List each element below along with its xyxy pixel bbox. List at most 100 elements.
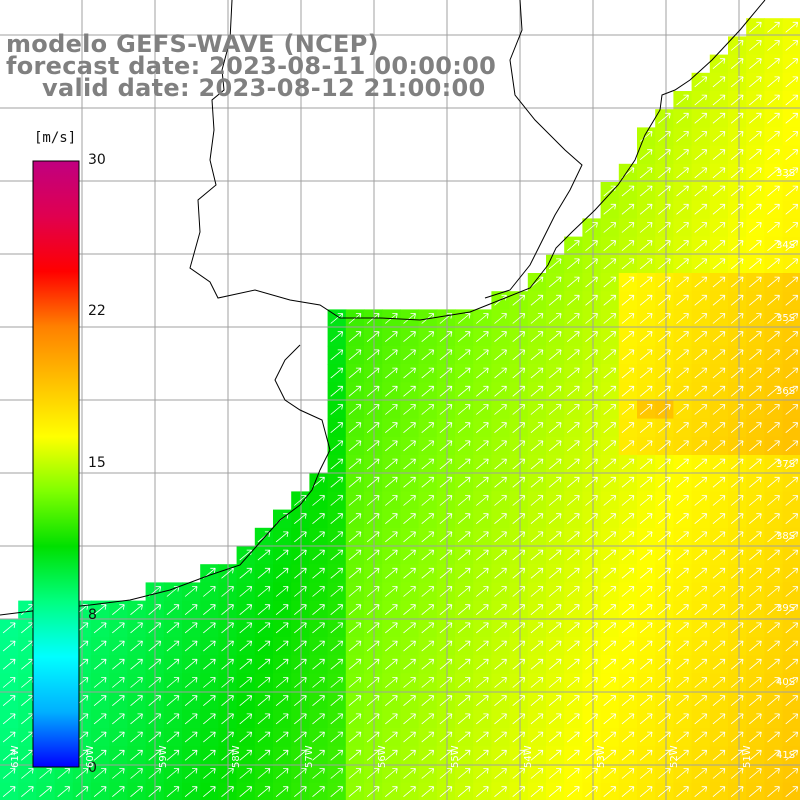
wind-arrow xyxy=(184,658,198,670)
wind-arrow xyxy=(730,276,744,288)
wind-arrow xyxy=(767,567,780,579)
wind-arrow xyxy=(184,731,198,743)
wind-arrow xyxy=(639,677,653,688)
wind-arrow xyxy=(767,586,780,597)
field-cell xyxy=(527,618,547,638)
wind-arrow xyxy=(439,768,453,779)
field-cell xyxy=(327,527,347,547)
wind-arrow xyxy=(676,94,689,106)
field-cell xyxy=(364,491,383,511)
wind-arrow xyxy=(585,713,598,725)
wind-arrow xyxy=(639,549,653,561)
field-cell xyxy=(327,491,347,511)
wind-arrow xyxy=(639,476,653,488)
field-cell xyxy=(582,455,602,474)
field-cell xyxy=(527,546,547,565)
field-cell xyxy=(655,291,674,310)
field-cell xyxy=(473,527,492,547)
wind-arrow xyxy=(658,149,671,161)
lat-label: 36S xyxy=(776,386,796,397)
field-cell xyxy=(728,418,747,438)
field-cell xyxy=(691,527,711,547)
wind-arrow xyxy=(694,731,708,743)
wind-arrow xyxy=(712,331,726,343)
wind-arrow xyxy=(494,349,507,361)
field-cell xyxy=(637,455,656,474)
wind-arrow xyxy=(785,658,799,670)
field-cell xyxy=(673,673,693,693)
field-cell xyxy=(709,91,729,110)
wind-arrow xyxy=(421,331,435,343)
wind-arrow xyxy=(712,167,726,179)
wind-arrow xyxy=(658,567,671,579)
wind-arrow xyxy=(676,677,689,688)
wind-arrow xyxy=(512,404,526,415)
wind-arrow xyxy=(621,640,635,652)
wind-arrow xyxy=(567,786,580,798)
wind-arrow xyxy=(730,385,744,397)
field-cell xyxy=(436,728,456,747)
field-cell xyxy=(527,655,547,674)
field-cell xyxy=(673,273,693,292)
field-cell xyxy=(691,546,711,565)
wind-arrow xyxy=(494,640,507,652)
field-cell xyxy=(564,254,583,274)
field-cell xyxy=(764,254,784,274)
field-cell xyxy=(673,163,693,183)
field-cell xyxy=(673,491,693,511)
wind-arrow xyxy=(785,731,799,743)
field-cell xyxy=(527,709,547,729)
wind-arrow xyxy=(639,768,653,779)
field-cell xyxy=(746,473,765,492)
field-cell xyxy=(764,618,784,638)
wind-arrow xyxy=(476,677,489,688)
field-cell xyxy=(746,54,765,74)
wind-arrow xyxy=(585,276,598,288)
wind-arrow xyxy=(93,604,107,616)
wind-arrow xyxy=(512,713,526,725)
field-cell xyxy=(600,273,620,292)
wind-arrow xyxy=(603,240,617,252)
wind-arrow xyxy=(785,240,799,252)
field-cell xyxy=(418,691,438,711)
wind-arrow xyxy=(294,640,307,652)
wind-arrow xyxy=(694,677,708,688)
field-cell xyxy=(655,455,674,474)
wind-arrow xyxy=(112,731,125,743)
field-cell xyxy=(473,455,492,474)
wind-arrow xyxy=(676,458,689,470)
wind-arrow xyxy=(749,513,762,525)
field-cell xyxy=(618,309,638,329)
field-cell xyxy=(618,473,638,492)
field-cell xyxy=(200,673,219,693)
wind-arrow xyxy=(712,131,726,142)
wind-arrow xyxy=(785,440,799,452)
wind-arrow xyxy=(275,549,289,561)
field-cell xyxy=(600,728,620,747)
wind-arrow xyxy=(203,713,216,725)
wind-arrow xyxy=(421,731,435,743)
field-cell xyxy=(546,345,565,365)
wind-arrow xyxy=(221,586,234,597)
field-cell xyxy=(746,564,765,583)
lat-label: 34S xyxy=(776,240,796,251)
lon-label: 51W xyxy=(742,745,753,768)
wind-arrow xyxy=(730,131,744,142)
wind-arrow xyxy=(639,131,653,142)
wind-arrow xyxy=(767,167,780,179)
field-cell xyxy=(709,564,729,583)
wind-arrow xyxy=(603,695,617,707)
field-cell xyxy=(582,527,602,547)
wind-arrow xyxy=(457,349,471,361)
wind-arrow xyxy=(203,768,216,779)
field-cell xyxy=(582,691,602,711)
wind-arrow xyxy=(330,786,344,798)
wind-arrow xyxy=(621,331,635,343)
field-cell xyxy=(746,36,765,56)
wind-arrow xyxy=(585,513,598,525)
field-cell xyxy=(364,418,383,438)
wind-arrow xyxy=(730,203,744,215)
wind-arrow xyxy=(512,731,526,743)
wind-arrow xyxy=(275,531,289,543)
field-cell xyxy=(345,400,365,420)
